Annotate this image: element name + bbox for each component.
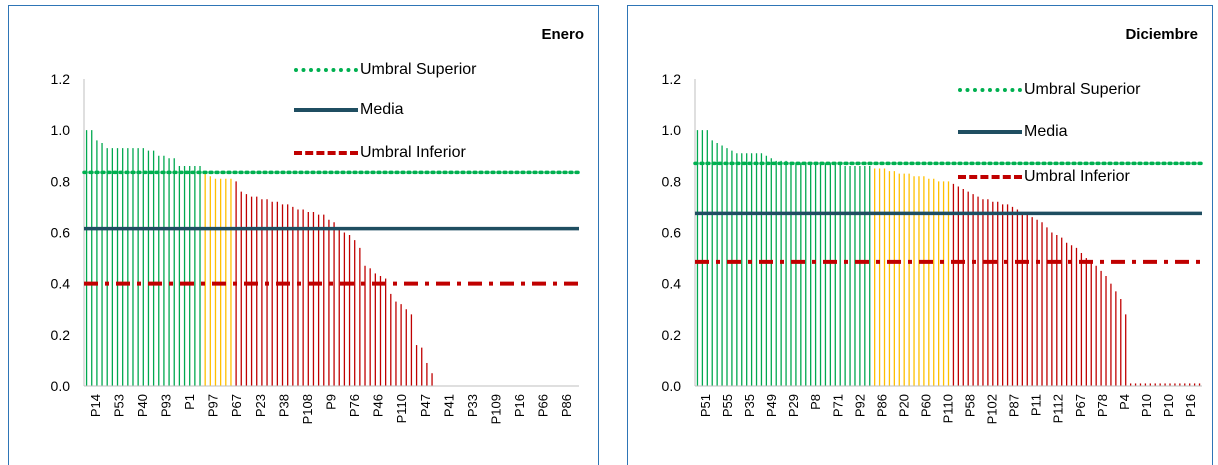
x-tick-label: P10 [1139,394,1154,417]
legend-label: Umbral Superior [360,61,476,79]
y-tick-label: 0.4 [662,276,682,292]
y-tick-label: 0.0 [51,378,71,394]
legend-umbral-superior: Umbral Superior [294,61,476,79]
x-tick-label: P78 [1095,394,1110,417]
chart-panel-enero: 0.0 0.2 0.4 0.6 0.8 1.0 1.2 P14 P53 P40 P93 P1 P97 P6… [8,5,599,465]
x-tick-label: P86 [559,394,574,417]
x-tick-label: P53 [111,394,126,417]
x-tick-label: P1 [182,394,197,410]
x-tick-label: P67 [229,394,244,417]
x-tick-label: P23 [253,394,268,417]
x-tick-label: P29 [786,394,801,417]
x-tick-label: P38 [276,394,291,417]
x-tick-label: P67 [1073,394,1088,417]
x-tick-label: P102 [985,394,1000,424]
x-tick-label: P33 [465,394,480,417]
x-tick-label: P40 [135,394,150,417]
y-tick-label: 0.6 [662,225,682,241]
x-tick-label: P58 [963,394,978,417]
x-tick-label: P4 [1117,394,1132,410]
legend-label: Umbral Inferior [360,144,466,162]
y-tick-label: 1.2 [662,71,682,87]
legend-label: Media [360,101,404,119]
x-tick-label: P41 [441,394,456,417]
chart-diciembre: 0.0 0.2 0.4 0.6 0.8 1.0 1.2 P51 P55 P35 P49 P29 P8 P7… [628,6,1214,461]
legend-label: Umbral Superior [1024,81,1140,99]
x-tick-label: P93 [159,394,174,417]
x-tick-label: P46 [371,394,386,417]
x-tick-label: P10 [1161,394,1176,417]
x-tick-label: P49 [764,394,779,417]
y-tick-label: 1.0 [51,122,71,138]
legend-dashdot-line-icon [958,175,1022,179]
x-tick-label: P92 [852,394,867,417]
x-tick-label: P60 [918,394,933,417]
legend-umbral-superior: Umbral Superior [958,81,1140,99]
legend-label: Media [1024,123,1068,141]
x-tick-label: P51 [698,394,713,417]
chart-panel-diciembre: 0.0 0.2 0.4 0.6 0.8 1.0 1.2 P51 P55 P35 P49 P29 P8 P7… [627,5,1213,465]
x-tick-label: P20 [896,394,911,417]
legend-media: Media [294,101,404,119]
x-tick-label: P87 [1007,394,1022,417]
x-tick-label: P47 [418,394,433,417]
x-tick-label: P109 [489,394,504,424]
x-tick-label: P11 [1029,394,1044,416]
y-tick-label: 0.2 [51,327,71,343]
x-tick-label: P66 [536,394,551,417]
y-tick-label: 0.2 [662,327,682,343]
chart-title: Enero [541,26,584,43]
x-tick-label: P108 [300,394,315,424]
legend-media: Media [958,123,1068,141]
legend-umbral-inferior: Umbral Inferior [958,168,1130,186]
legend-umbral-inferior: Umbral Inferior [294,144,466,162]
legend-label: Umbral Inferior [1024,168,1130,186]
legend-dotted-line-icon [294,68,358,72]
y-tick-label: 0.0 [662,378,682,394]
legend-dotted-line-icon [958,88,1022,92]
y-tick-label: 0.6 [51,225,71,241]
y-tick-label: 0.8 [51,173,71,189]
x-tick-label: P112 [1051,394,1066,423]
y-tick-label: 0.4 [51,276,71,292]
x-tick-label: P9 [324,394,339,410]
x-tick-label: P97 [206,394,221,417]
x-tick-label: P8 [808,394,823,410]
x-tick-label: P76 [347,394,362,417]
x-tick-label: P55 [720,394,735,417]
x-tick-label: P86 [874,394,889,417]
legend-solid-line-icon [958,130,1022,134]
chart-title: Diciembre [1125,26,1198,43]
x-tick-label: P110 [941,394,956,423]
y-tick-label: 1.2 [51,71,71,87]
x-tick-label: P16 [1183,394,1198,417]
legend-solid-line-icon [294,108,358,112]
y-tick-label: 1.0 [662,122,682,138]
y-tick-label: 0.8 [662,173,682,189]
x-tick-label: P16 [512,394,527,417]
x-tick-label: P35 [742,394,757,417]
legend-dashdot-line-icon [294,151,358,155]
x-tick-label: P110 [394,394,409,423]
x-tick-label: P14 [88,394,103,417]
x-tick-label: P71 [830,394,845,417]
